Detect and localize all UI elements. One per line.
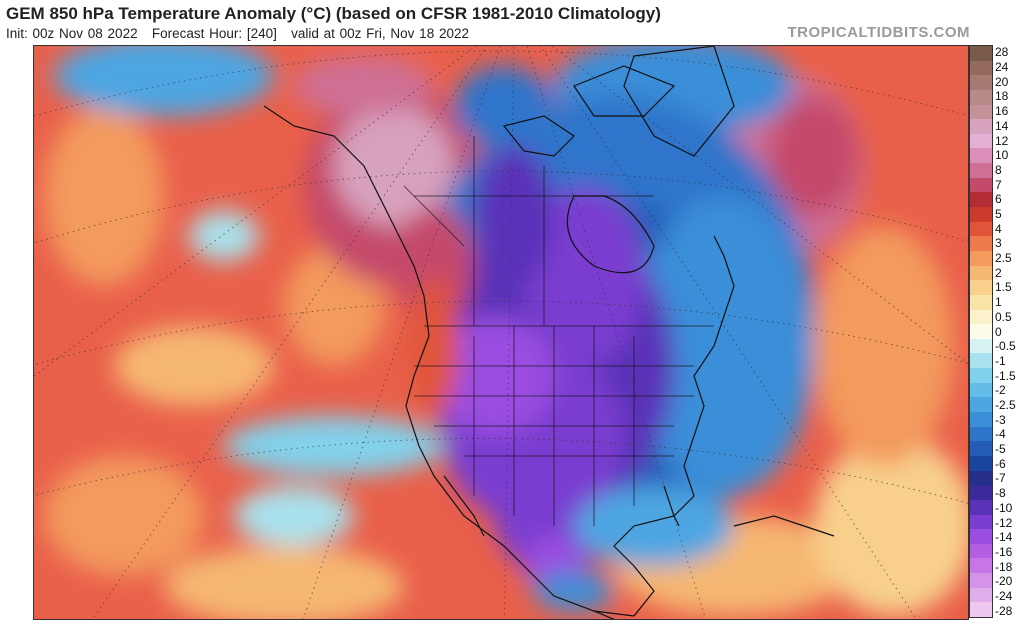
legend-swatch	[970, 587, 992, 603]
legend-tick-label: -18	[995, 559, 1013, 574]
legend-swatch	[970, 368, 992, 383]
legend-swatch	[970, 207, 992, 222]
legend-tick-label: -0.5	[995, 339, 1016, 354]
legend-colorbar	[969, 45, 993, 618]
legend-swatch	[970, 119, 992, 134]
temperature-anomaly-map	[33, 45, 969, 620]
legend-tick-label: 10	[995, 148, 1009, 163]
legend-swatch	[970, 529, 992, 544]
legend-tick-label: 5	[995, 206, 1002, 221]
legend-swatch	[970, 426, 992, 442]
legend-tick-label: -4	[995, 427, 1006, 442]
legend-swatch	[970, 455, 992, 471]
legend-swatch	[970, 397, 992, 413]
legend-tick-label: 8	[995, 162, 1002, 177]
legend-swatch	[970, 573, 992, 588]
legend-tick-label: 2.5	[995, 251, 1012, 266]
legend-swatch	[970, 177, 992, 193]
legend-tick-label: 3	[995, 236, 1002, 251]
legend-tick-label: -10	[995, 500, 1013, 515]
legend-tick-label: -1	[995, 353, 1006, 368]
map-subtitle: Init: 00z Nov 08 2022 Forecast Hour: [24…	[6, 26, 469, 41]
legend-swatch	[970, 148, 992, 164]
legend-tick-labels: 28 24 20 18 16 14 12 10 8 7 6 5 4 3 2.5 2 1.5 1 0.5 0 -0.5 -1…	[995, 45, 1024, 618]
legend-tick-label: -2	[995, 383, 1006, 398]
legend-tick-label: 24	[995, 60, 1009, 75]
legend-swatch	[970, 60, 992, 76]
legend-swatch	[970, 514, 992, 530]
legend-swatch	[970, 104, 992, 120]
legend-tick-label: -5	[995, 442, 1006, 457]
legend-swatch	[970, 250, 992, 266]
legend-tick-label: 16	[995, 104, 1009, 119]
legend-tick-label: -28	[995, 603, 1013, 618]
legend-swatch	[970, 46, 992, 61]
legend-tick-label: -1.5	[995, 368, 1016, 383]
legend-tick-label: -12	[995, 515, 1013, 530]
legend-tick-label: -8	[995, 486, 1006, 501]
legend-swatch	[970, 499, 992, 515]
legend-swatch	[970, 558, 992, 574]
legend-swatch	[970, 324, 992, 339]
legend-tick-label: 1.5	[995, 280, 1012, 295]
legend-tick-label: -14	[995, 530, 1013, 545]
legend-swatch	[970, 75, 992, 90]
legend-swatch	[970, 441, 992, 456]
anomaly-field	[44, 46, 968, 619]
legend-tick-label: -24	[995, 588, 1013, 603]
legend-swatch	[970, 236, 992, 251]
legend-swatch	[970, 309, 992, 325]
legend-swatch	[970, 133, 992, 149]
legend-tick-label: 20	[995, 74, 1009, 89]
legend-tick-label: 1	[995, 295, 1002, 310]
legend-swatch	[970, 163, 992, 178]
legend-swatch	[970, 543, 992, 559]
legend-tick-label: 18	[995, 89, 1009, 104]
legend-swatch	[970, 602, 992, 617]
legend-tick-label: 12	[995, 133, 1009, 148]
legend-tick-label: 2	[995, 265, 1002, 280]
source-credit: TROPICALTIDBITS.COM	[787, 24, 970, 41]
legend-swatch	[970, 192, 992, 208]
legend-swatch	[970, 353, 992, 369]
legend-tick-label: 14	[995, 118, 1009, 133]
legend-swatch	[970, 412, 992, 427]
legend-tick-label: -7	[995, 471, 1006, 486]
legend-swatch	[970, 221, 992, 237]
legend-tick-label: -16	[995, 544, 1013, 559]
coastlines	[263, 46, 835, 619]
legend-swatch	[970, 89, 992, 105]
legend-swatch	[970, 485, 992, 500]
map-title: GEM 850 hPa Temperature Anomaly (°C) (ba…	[6, 4, 661, 23]
legend-swatch	[970, 294, 992, 310]
legend-tick-label: 0	[995, 324, 1002, 339]
legend-tick-label: 0.5	[995, 309, 1012, 324]
political-borders	[403, 136, 714, 526]
legend-tick-label: 7	[995, 177, 1002, 192]
legend-swatch	[970, 280, 992, 295]
legend-tick-label: -2.5	[995, 397, 1016, 412]
legend-swatch	[970, 470, 992, 486]
legend-swatch	[970, 338, 992, 354]
map-canvas	[34, 46, 968, 619]
legend-swatch	[970, 265, 992, 281]
legend-tick-label: 4	[995, 221, 1002, 236]
legend-tick-label: -6	[995, 456, 1006, 471]
legend-tick-label: -20	[995, 574, 1013, 589]
legend-swatch	[970, 382, 992, 398]
graticule	[34, 46, 968, 619]
legend-tick-label: 6	[995, 192, 1002, 207]
legend-tick-label: 28	[995, 45, 1009, 60]
legend-tick-label: -3	[995, 412, 1006, 427]
